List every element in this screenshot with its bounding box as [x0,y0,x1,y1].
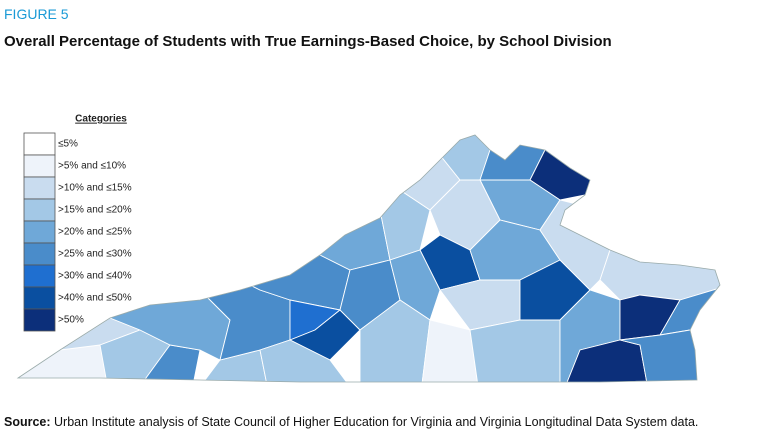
legend-swatch [23,198,56,222]
virginia-divisions [18,135,720,382]
legend-swatch [23,264,56,288]
legend-swatch [23,286,56,310]
legend-label: ≤5% [58,139,78,150]
source: Source: Urban Institute analysis of Stat… [4,415,698,429]
source-text: Urban Institute analysis of State Counci… [54,415,699,429]
legend-swatch [23,220,56,244]
legend-swatch [23,132,56,156]
legend-label: >50% [58,315,84,326]
title: Overall Percentage of Students with True… [4,33,612,50]
legend-swatch [23,176,56,200]
source-label: Source: [4,415,51,429]
legend-title: Categories [75,114,127,125]
legend-swatch [23,154,56,178]
legend: Categories ≤5% >5% and ≤10% >10% and ≤15% >… [23,114,132,332]
legend-label: >20% and ≤25% [58,227,132,238]
legend-label: >5% and ≤10% [58,161,126,172]
state-outline [16,134,721,383]
legend-swatch [23,308,56,332]
figure-label: FIGURE 5 [4,6,69,22]
legend-label: >40% and ≤50% [58,293,132,304]
legend-swatch [23,242,56,266]
legend-label: >10% and ≤15% [58,183,132,194]
legend-label: >30% and ≤40% [58,271,132,282]
legend-label: >15% and ≤20% [58,205,132,216]
legend-label: >25% and ≤30% [58,249,132,260]
